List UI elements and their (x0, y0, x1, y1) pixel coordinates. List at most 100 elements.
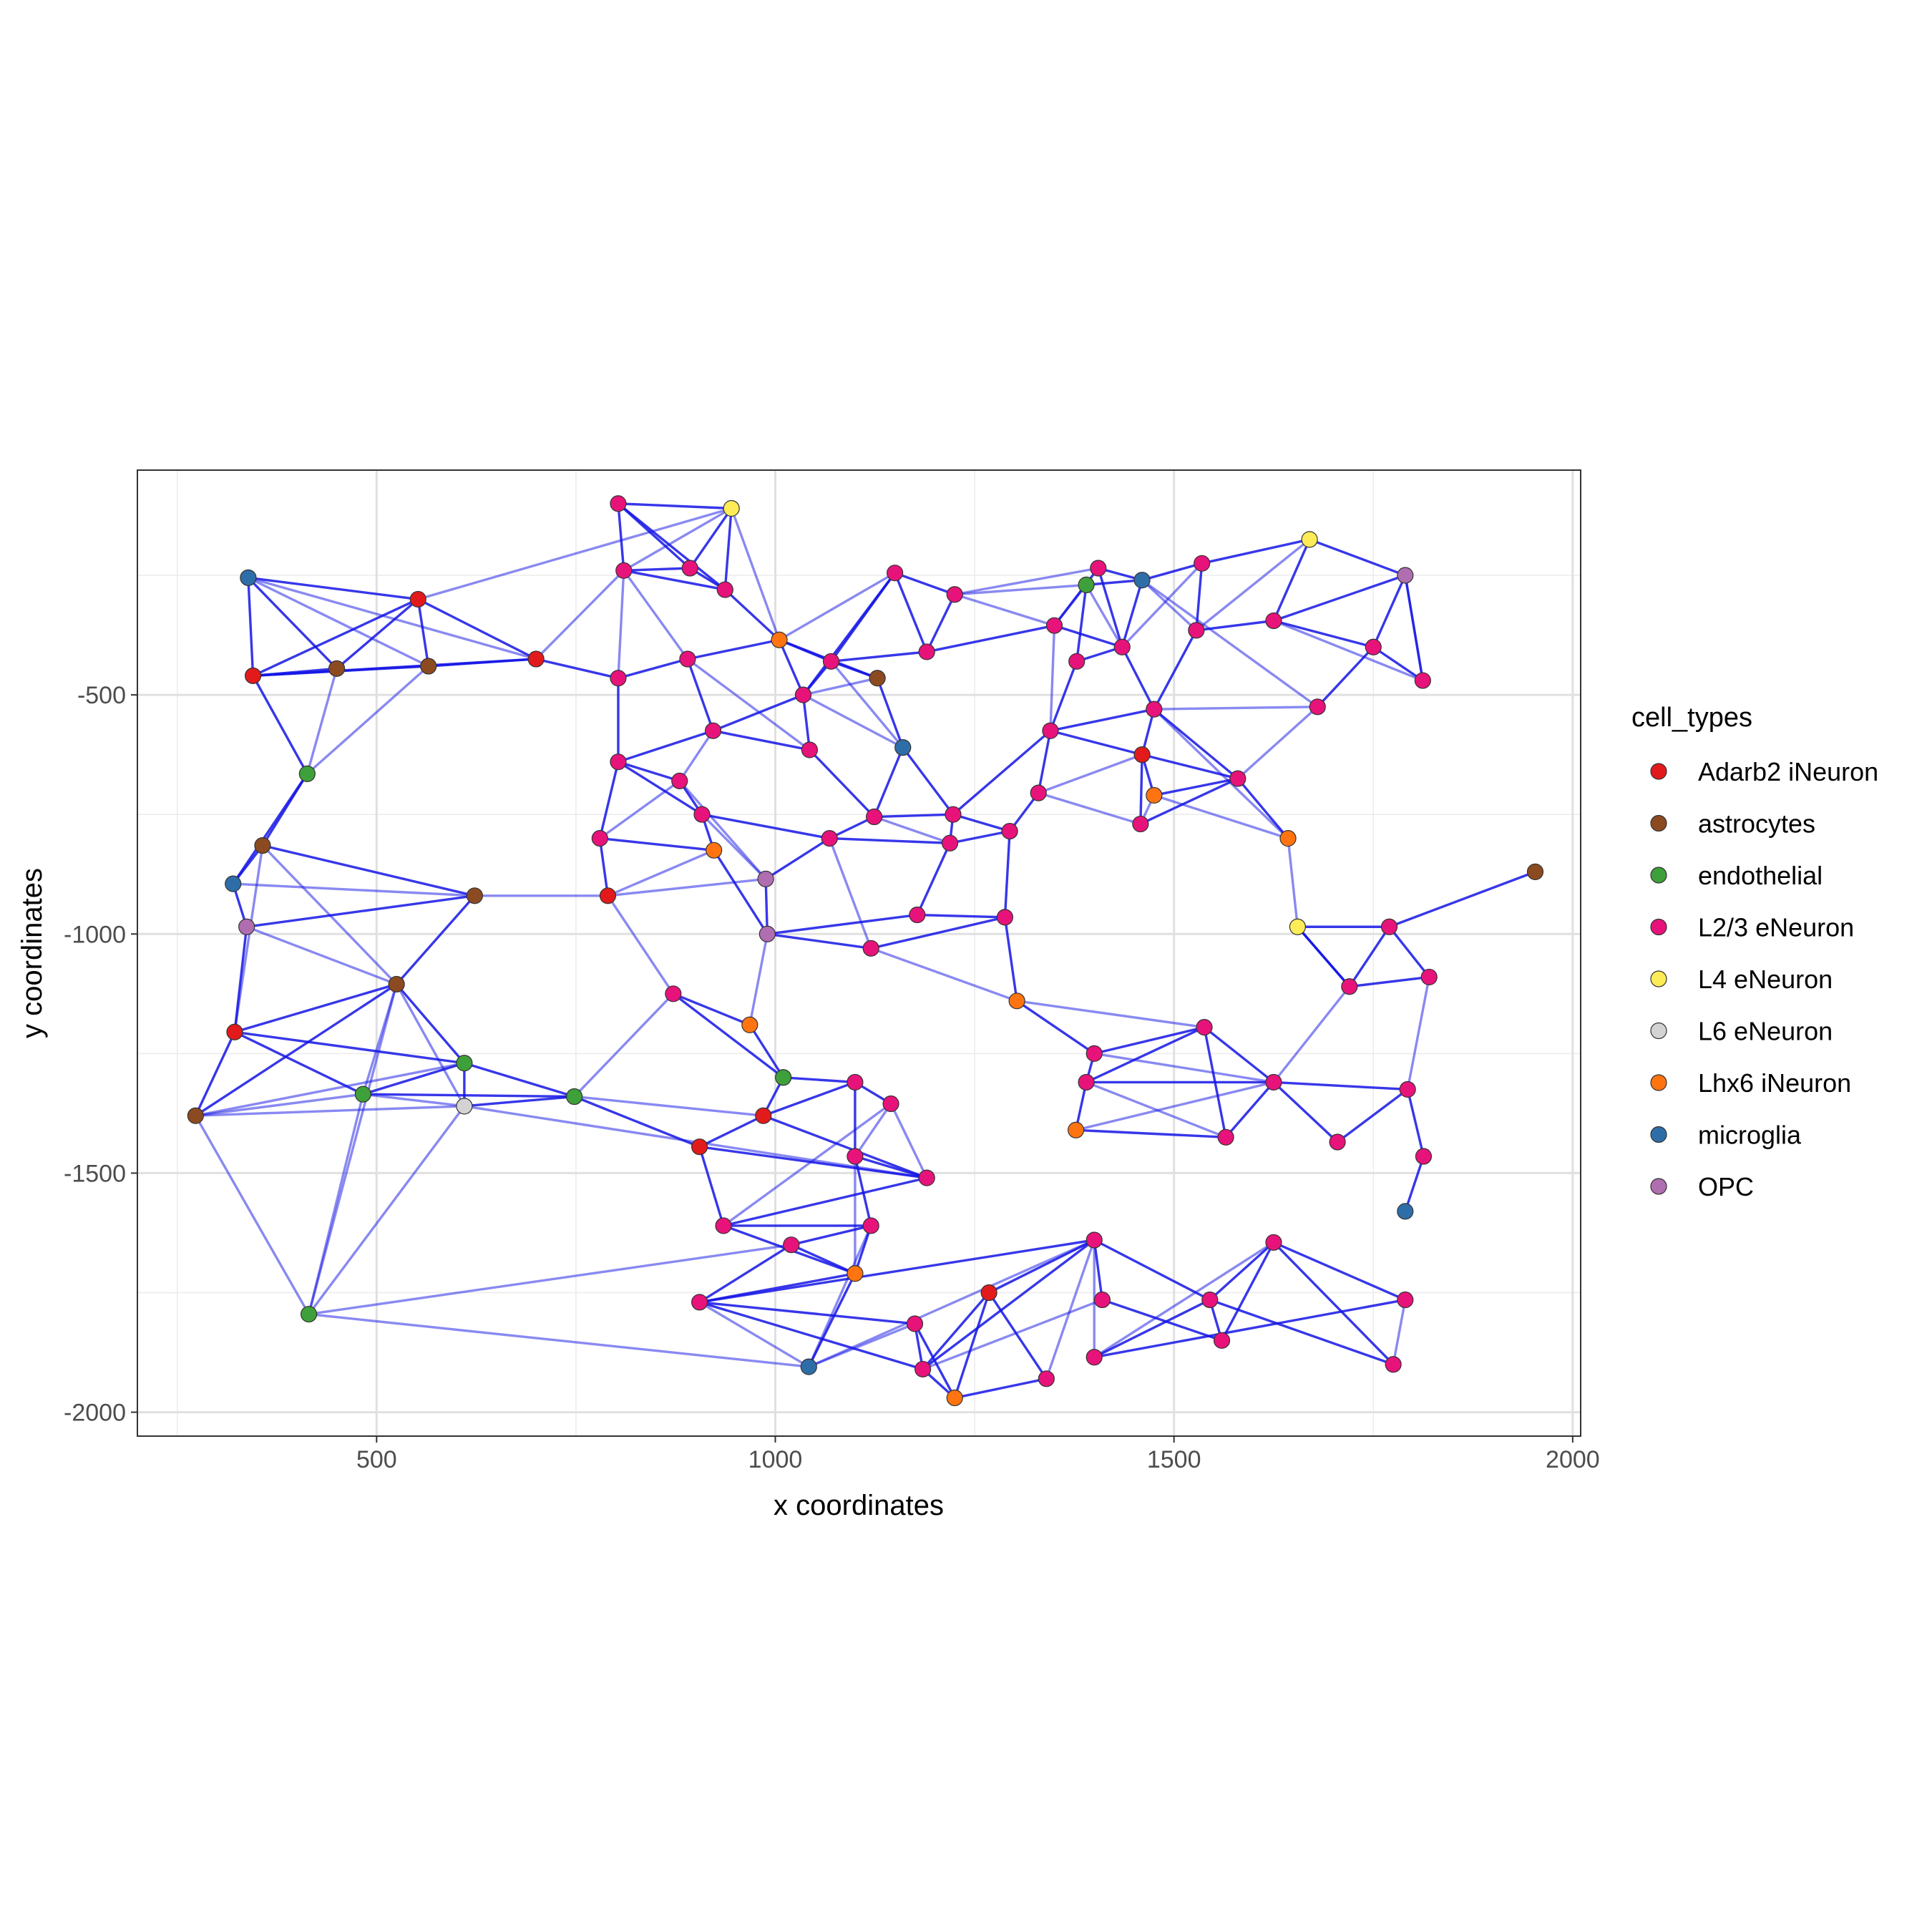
cell-point (1194, 555, 1211, 572)
network-edge (698, 1301, 924, 1371)
cell-point (238, 918, 255, 935)
network-edge (1236, 777, 1289, 840)
network-edge (361, 1093, 466, 1108)
cell-point (409, 590, 426, 608)
network-edge (307, 1105, 466, 1316)
cell-point (906, 1315, 924, 1332)
legend-key (1650, 814, 1667, 832)
cell-point (822, 653, 840, 670)
network-edge (778, 638, 805, 696)
network-edge (808, 748, 876, 819)
cell-point (866, 808, 883, 826)
cell-point (1329, 1133, 1346, 1151)
network-edge (921, 1291, 990, 1371)
network-edge (247, 576, 537, 660)
cell-point (821, 830, 838, 847)
network-edge (1037, 753, 1143, 794)
network-edge (245, 925, 398, 986)
network-edge (698, 1145, 928, 1179)
network-edge (889, 1102, 928, 1179)
cell-point (715, 1217, 732, 1234)
cell-point (610, 753, 627, 771)
network-edge (876, 677, 904, 749)
cell-point (945, 806, 962, 823)
network-edge (688, 507, 733, 570)
cell-point (741, 1016, 758, 1033)
cell-point (1078, 576, 1095, 593)
cell-point (862, 940, 879, 957)
network-edge (1093, 1298, 1407, 1359)
network-edge (698, 1243, 793, 1304)
cell-point (1289, 918, 1307, 935)
cell-point (704, 722, 722, 739)
network-edge (854, 1102, 892, 1158)
network-edge (712, 849, 769, 935)
network-edge (1203, 1025, 1275, 1084)
cell-point (887, 565, 904, 582)
network-edge (617, 502, 726, 591)
network-edge (829, 650, 928, 663)
network-edge (723, 588, 781, 641)
network-edge (606, 894, 675, 995)
network-edge (1287, 836, 1299, 928)
cell-point (1113, 638, 1131, 655)
network-edge (953, 583, 1088, 596)
network-edge (854, 1155, 928, 1179)
network-edge (828, 836, 952, 844)
network-edge (916, 913, 1007, 919)
cell-points (187, 495, 1544, 1407)
network-edges (194, 502, 1537, 1400)
cell-point (869, 670, 886, 687)
network-edge (1153, 708, 1239, 780)
cell-point (1341, 978, 1358, 995)
network-edge (711, 693, 805, 732)
network-edge (869, 916, 1007, 950)
cell-point (226, 1023, 243, 1040)
cell-point (1196, 1018, 1213, 1036)
cell-point (801, 741, 819, 758)
network-edge (1272, 619, 1425, 682)
network-edge (233, 1030, 466, 1065)
y-tick-label: -1500 (64, 1160, 126, 1187)
cell-point (783, 1236, 800, 1254)
cell-point (681, 560, 698, 577)
cell-point (665, 985, 682, 1002)
legend-label: L2/3 eNeuron (1698, 913, 1854, 942)
cell-point (918, 1169, 935, 1186)
legend-label: Adarb2 iNeuron (1698, 757, 1878, 786)
network-edge (1404, 1155, 1425, 1213)
cell-point (1090, 560, 1107, 577)
cell-point (1420, 968, 1438, 986)
cell-point (1045, 617, 1063, 634)
network-edge (623, 507, 733, 572)
network-edge (698, 1301, 810, 1368)
cell-point (1068, 653, 1085, 670)
network-edge (921, 1298, 1104, 1371)
network-edge (361, 1062, 466, 1096)
network-edge (1272, 1080, 1409, 1091)
network-edge (427, 658, 537, 668)
network-edge (1097, 567, 1123, 648)
legend-key (1650, 1178, 1667, 1195)
cell-point (615, 562, 633, 579)
network-edge (617, 502, 625, 572)
network-edge (194, 982, 398, 1117)
network-edge (869, 947, 1018, 1002)
cell-point (862, 1217, 879, 1234)
network-edge (781, 1076, 857, 1084)
cell-point (847, 1073, 864, 1091)
cell-point (354, 1085, 371, 1103)
x-axis-title: x coordinates (774, 1490, 944, 1521)
network-edge (395, 894, 477, 986)
cell-point (1265, 612, 1282, 630)
network-edge (251, 597, 419, 678)
network-edge (617, 569, 625, 680)
cell-point (757, 870, 774, 888)
network-edge (623, 569, 689, 660)
network-edge (194, 1114, 311, 1316)
x-axis: 500 1000 1500 2000 (356, 1436, 1600, 1473)
network-edge (801, 677, 879, 696)
network-edge (987, 1239, 1096, 1294)
cell-point (946, 1389, 963, 1407)
network-edge (1074, 1128, 1227, 1139)
